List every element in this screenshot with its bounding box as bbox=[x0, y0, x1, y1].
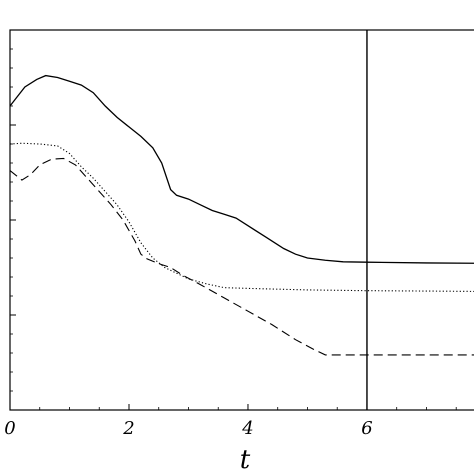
series-line-solid bbox=[9, 74, 474, 264]
series-layer bbox=[9, 74, 474, 356]
x-tick-label: 4 bbox=[241, 418, 253, 439]
x-tick-label: 2 bbox=[122, 418, 134, 439]
y-axis-ticks bbox=[10, 29, 16, 411]
x-axis-title: t bbox=[240, 445, 251, 474]
plot-frame bbox=[9, 29, 474, 411]
series-line-dashed bbox=[9, 157, 474, 356]
x-tick-label: 0 bbox=[4, 418, 15, 439]
x-tick-label: 6 bbox=[361, 418, 372, 439]
series-line-dotted bbox=[9, 142, 474, 292]
x-axis-ticks: 0 2 4 6 bbox=[4, 404, 457, 439]
